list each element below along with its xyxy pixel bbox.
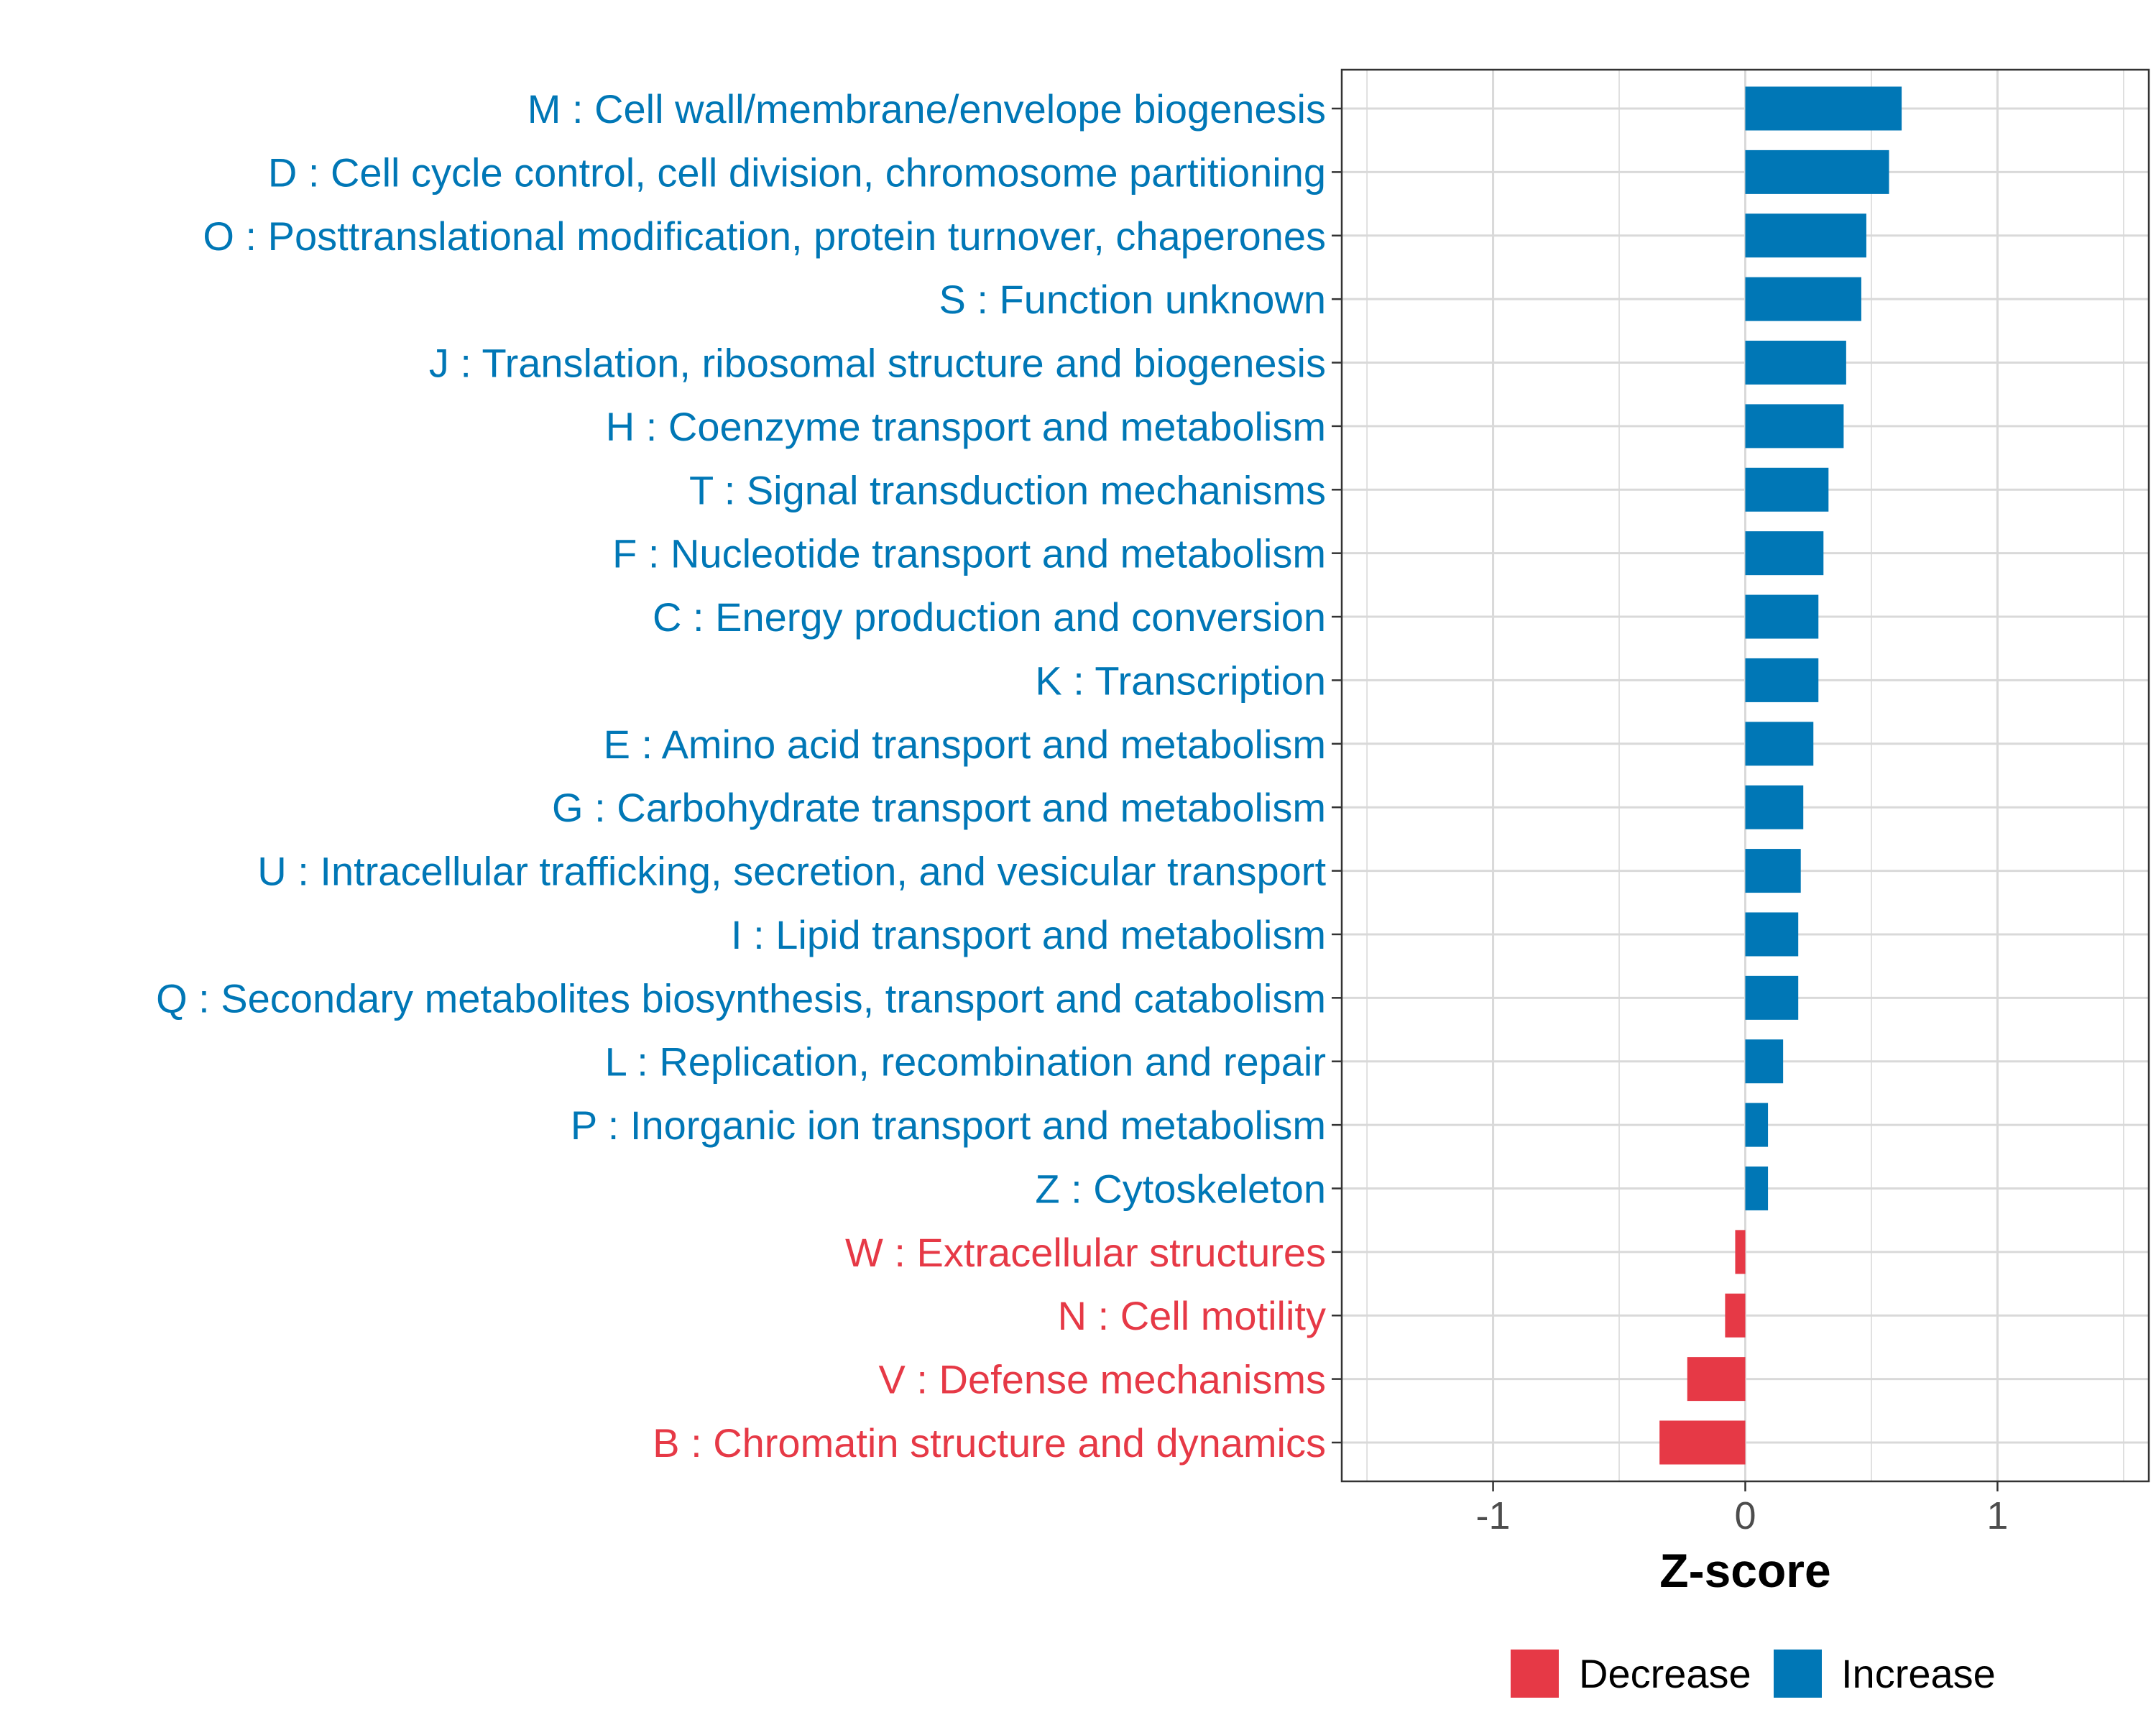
bar-f [1745, 531, 1824, 576]
bar-p [1745, 1103, 1769, 1147]
category-labels: M : Cell wall/membrane/envelope biogenes… [156, 86, 1326, 1466]
bar-t [1745, 467, 1829, 512]
category-label-u: U : Intracellular trafficking, secretion… [257, 849, 1326, 894]
x-axis: -1 0 1 [1476, 1481, 2008, 1537]
category-label-s: S : Function unknown [939, 277, 1326, 322]
category-label-v: V : Defense mechanisms [879, 1357, 1326, 1402]
legend-key-increase [1774, 1650, 1822, 1698]
category-label-p: P : Inorganic ion transport and metaboli… [571, 1103, 1326, 1148]
category-label-o: O : Posttranslational modification, prot… [203, 213, 1326, 259]
x-tick-label: -1 [1476, 1494, 1511, 1537]
x-tick-label: 0 [1734, 1494, 1756, 1537]
legend-label-decrease: Decrease [1579, 1651, 1751, 1696]
x-axis-title: Z-score [1659, 1544, 1830, 1597]
category-label-n: N : Cell motility [1058, 1293, 1326, 1338]
bar-e [1745, 722, 1814, 766]
category-label-f: F : Nucleotide transport and metabolism [612, 531, 1326, 576]
category-label-c: C : Energy production and conversion [653, 594, 1326, 640]
x-tick-label: 1 [1986, 1494, 2008, 1537]
category-label-m: M : Cell wall/membrane/envelope biogenes… [528, 86, 1326, 132]
category-label-k: K : Transcription [1035, 658, 1326, 703]
bar-q [1745, 975, 1799, 1020]
bar-o [1745, 213, 1866, 258]
bar-w [1735, 1230, 1746, 1274]
bar-j [1745, 341, 1846, 385]
bar-g [1745, 785, 1804, 829]
bar-z [1745, 1166, 1769, 1210]
category-label-w: W : Extracellular structures [845, 1230, 1326, 1275]
legend-key-decrease [1511, 1650, 1559, 1698]
category-label-g: G : Carbohydrate transport and metabolis… [552, 785, 1326, 830]
legend: Decrease Increase [1511, 1650, 1996, 1698]
bar-h [1745, 404, 1844, 448]
bar-n [1725, 1293, 1746, 1338]
category-label-h: H : Coenzyme transport and metabolism [606, 404, 1326, 449]
bar-u [1745, 849, 1801, 893]
bars [1659, 86, 1902, 1465]
category-label-d: D : Cell cycle control, cell division, c… [268, 150, 1326, 195]
bar-d [1745, 150, 1889, 194]
category-label-q: Q : Secondary metabolites biosynthesis, … [156, 975, 1326, 1021]
bar-l [1745, 1039, 1784, 1084]
category-label-z: Z : Cytoskeleton [1035, 1166, 1326, 1211]
category-label-b: B : Chromatin structure and dynamics [653, 1420, 1326, 1466]
bar-v [1687, 1357, 1746, 1402]
bar-b [1659, 1420, 1746, 1465]
bar-k [1745, 658, 1819, 702]
bar-s [1745, 277, 1861, 321]
bar-c [1745, 594, 1819, 639]
y-axis-ticks [1332, 107, 1342, 1444]
category-label-l: L : Replication, recombination and repai… [605, 1039, 1326, 1085]
category-label-i: I : Lipid transport and metabolism [731, 912, 1326, 957]
category-label-j: J : Translation, ribosomal structure and… [429, 341, 1326, 386]
bar-m [1745, 86, 1902, 131]
category-label-e: E : Amino acid transport and metabolism [604, 722, 1326, 767]
bar-i [1745, 912, 1799, 957]
legend-label-increase: Increase [1841, 1651, 1996, 1696]
category-label-t: T : Signal transduction mechanisms [689, 467, 1326, 512]
